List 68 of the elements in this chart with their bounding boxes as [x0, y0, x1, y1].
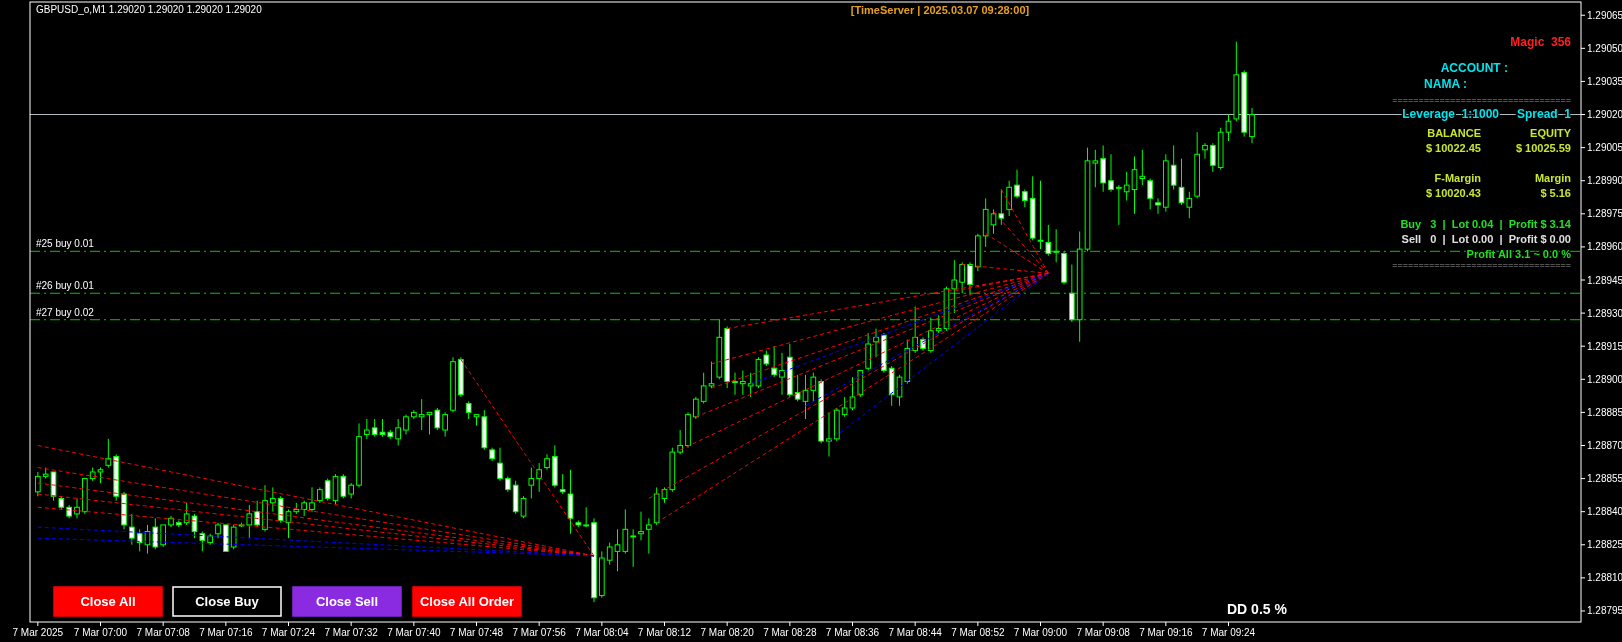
button: Close Buy — [172, 586, 282, 617]
x-tick-label: 7 Mar 08:04 — [575, 627, 629, 638]
y-tick-label: 1.28900 — [1587, 373, 1622, 385]
annotation: $ 5.16 — [1540, 187, 1571, 199]
ref-line-label: #25 buy 0.01 — [36, 238, 95, 250]
x-tick-label: 7 Mar 08:20 — [700, 627, 755, 638]
x-tick-label: 7 Mar 07:08 — [136, 627, 191, 638]
x-tick-label: 7 Mar 08:36 — [825, 627, 880, 638]
x-tick-label: 7 Mar 09:00 — [1013, 627, 1068, 638]
annotation: Close Sell — [315, 594, 379, 609]
annotation: NAMA : — [1424, 77, 1467, 91]
y-tick-label: 1.28870 — [1587, 439, 1622, 451]
annotation: Close All — [80, 594, 136, 609]
annotation: $ 10020.43 — [1425, 187, 1481, 199]
button: Close All — [53, 586, 163, 617]
chart-title: GBPUSD_o,M1 1.29020 1.29020 1.29020 1.29020 — [36, 4, 263, 15]
y-tick-label: 1.29050 — [1587, 42, 1622, 54]
annotation: Buy 3 | Lot 0.04 | Profit $ 3.14 — [1400, 218, 1572, 230]
annotation: [TimeServer | 2025.03.07 09:28:00] — [850, 4, 1030, 16]
y-tick-label: 1.28990 — [1587, 175, 1622, 187]
x-tick-label: 7 Mar 07:56 — [512, 627, 567, 638]
x-tick-label: 7 Mar 07:32 — [324, 627, 379, 638]
annotation: ================================== — [1392, 260, 1571, 270]
x-tick-label: 7 Mar 07:16 — [199, 627, 253, 638]
annotation: Magic 356 — [1510, 35, 1572, 49]
y-tick-label: 1.29065 — [1587, 9, 1622, 21]
y-tick-label: 1.28945 — [1587, 274, 1622, 286]
annotation: BALANCE — [1427, 127, 1481, 139]
annotation: Margin — [1534, 172, 1572, 184]
y-tick-label: 1.28825 — [1587, 539, 1622, 551]
y-tick-label: 1.28975 — [1587, 208, 1622, 220]
x-tick-label: 7 Mar 07:40 — [387, 627, 441, 638]
annotation: Close Buy — [195, 594, 260, 609]
y-tick-label: 1.28795 — [1587, 605, 1622, 617]
ref-line-label: #26 buy 0.01 — [36, 280, 95, 292]
annotation: Sell 0 | Lot 0.00 | Profit $ 0.00 — [1401, 233, 1571, 245]
x-tick-label: 7 Mar 08:28 — [763, 627, 817, 638]
y-tick-label: 1.28840 — [1587, 506, 1622, 518]
ref-line-label: #27 buy 0.02 — [36, 306, 95, 318]
x-tick-label: 7 Mar 07:48 — [449, 627, 504, 638]
x-tick-label: 7 Mar 09:24 — [1201, 627, 1256, 638]
x-tick-label: 7 Mar 09:16 — [1139, 627, 1193, 638]
y-tick-label: 1.29005 — [1587, 142, 1622, 154]
y-tick-label: 1.28915 — [1587, 340, 1622, 352]
y-tick-label: 1.28885 — [1587, 406, 1622, 418]
x-tick-label: 7 Mar 08:44 — [888, 627, 943, 638]
y-tick-label: 1.28855 — [1587, 473, 1622, 485]
x-tick-label: 7 Mar 08:52 — [951, 627, 1005, 638]
annotation: $ 10025.59 — [1515, 142, 1571, 154]
button: Close Sell — [292, 586, 402, 617]
annotation: EQUITY — [1530, 127, 1572, 139]
annotation: F-Margin — [1434, 172, 1482, 184]
annotation: DD 0.5 % — [1227, 601, 1288, 617]
x-tick-label: 7 Mar 2025 — [12, 627, 64, 638]
button: Close All Order — [412, 586, 522, 617]
x-tick-label: 7 Mar 07:24 — [261, 627, 316, 638]
y-tick-label: 1.28960 — [1587, 241, 1622, 253]
x-tick-label: 7 Mar 07:00 — [73, 627, 128, 638]
annotation: $ 10022.45 — [1425, 142, 1481, 154]
x-tick-label: 7 Mar 09:08 — [1076, 627, 1131, 638]
y-tick-label: 1.29035 — [1587, 75, 1622, 87]
annotation: ================================== — [1392, 95, 1571, 105]
annotation: Close All Order — [419, 594, 515, 609]
y-tick-label: 1.28810 — [1587, 572, 1622, 584]
annotation: ACCOUNT : — [1440, 61, 1508, 75]
y-tick-label: 1.29020 — [1587, 109, 1622, 121]
x-tick-label: 7 Mar 08:12 — [637, 627, 692, 638]
y-tick-label: 1.28930 — [1587, 307, 1622, 319]
